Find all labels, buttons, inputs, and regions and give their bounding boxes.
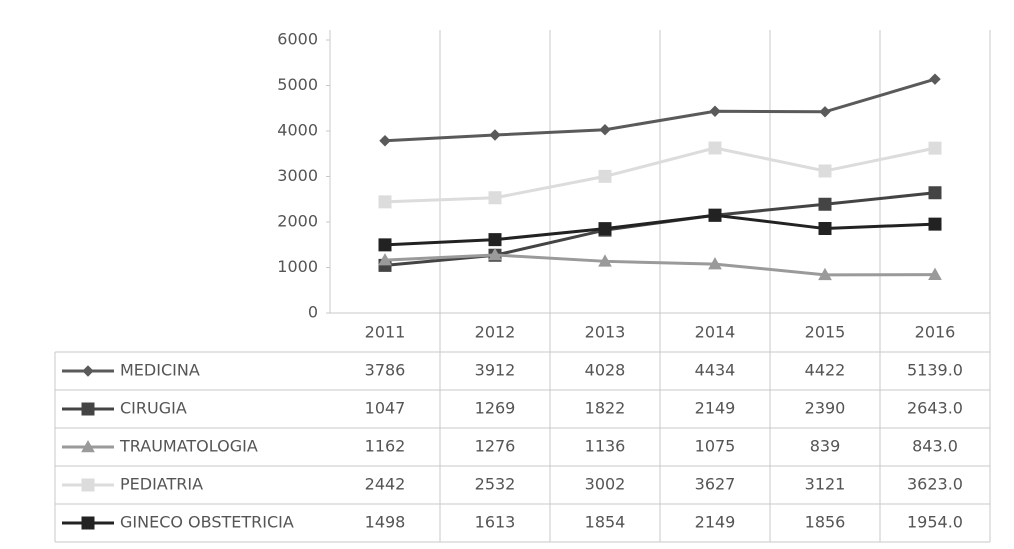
y-tick-label: 4000 xyxy=(277,121,318,140)
marker xyxy=(819,106,831,118)
table-value: 1498 xyxy=(365,513,406,532)
table-value: 1162 xyxy=(365,437,406,456)
marker xyxy=(928,141,942,155)
marker xyxy=(598,169,612,183)
line xyxy=(384,77,936,143)
table-value: 3912 xyxy=(475,361,516,380)
marker xyxy=(81,402,95,416)
marker xyxy=(488,191,502,205)
table-value: 3121 xyxy=(805,475,846,494)
marker xyxy=(378,195,392,209)
table-value: 4422 xyxy=(805,361,846,380)
marker xyxy=(81,478,95,492)
marker xyxy=(928,217,942,231)
legend-label: MEDICINA xyxy=(120,361,200,380)
marker xyxy=(818,267,832,281)
table-value: 2390 xyxy=(805,399,846,418)
y-tick-label: 5000 xyxy=(277,75,318,94)
x-tick-label: 2015 xyxy=(805,323,846,342)
marker xyxy=(709,105,721,117)
legend-label: CIRUGIA xyxy=(120,399,187,418)
marker xyxy=(599,124,611,136)
marker xyxy=(81,516,95,530)
table-value: 4028 xyxy=(585,361,626,380)
table-value: 2643.0 xyxy=(907,399,963,418)
marker xyxy=(928,186,942,200)
table-value: 3627 xyxy=(695,475,736,494)
table-value: 839 xyxy=(810,437,841,456)
marker xyxy=(929,73,941,85)
legend-label: GINECO OBSTETRICIA xyxy=(120,513,294,532)
table-value: 2442 xyxy=(365,475,406,494)
marker xyxy=(81,439,95,453)
marker xyxy=(818,164,832,178)
marker xyxy=(708,141,722,155)
table-value: 3002 xyxy=(585,475,626,494)
marker xyxy=(818,222,832,236)
table-value: 1856 xyxy=(805,513,846,532)
marker xyxy=(708,208,722,222)
marker xyxy=(379,135,391,147)
table-value: 1276 xyxy=(475,437,516,456)
x-tick-label: 2013 xyxy=(585,323,626,342)
marker xyxy=(378,253,392,266)
y-tick-label: 2000 xyxy=(277,212,318,231)
marker xyxy=(598,254,612,267)
table-value: 1613 xyxy=(475,513,516,532)
table-value: 4434 xyxy=(695,361,736,380)
table-value: 1136 xyxy=(585,437,626,456)
x-tick-label: 2014 xyxy=(695,323,736,342)
marker xyxy=(708,257,722,270)
table-value: 5139.0 xyxy=(907,361,963,380)
marker xyxy=(82,365,94,377)
table-value: 1854 xyxy=(585,513,626,532)
table-value: 1075 xyxy=(695,437,736,456)
x-tick-label: 2016 xyxy=(915,323,956,342)
y-tick-label: 0 xyxy=(308,303,318,322)
y-tick-label: 6000 xyxy=(277,30,318,49)
legend-label: TRAUMATOLOGIA xyxy=(119,437,258,456)
line xyxy=(384,253,936,277)
x-tick-label: 2012 xyxy=(475,323,516,342)
table-value: 3623.0 xyxy=(907,475,963,494)
marker xyxy=(488,233,502,247)
table-value: 2532 xyxy=(475,475,516,494)
marker xyxy=(489,129,501,141)
table-value: 3786 xyxy=(365,361,406,380)
line xyxy=(384,146,936,204)
legend-label: PEDIATRIA xyxy=(120,475,203,494)
y-tick-label: 3000 xyxy=(277,166,318,185)
line xyxy=(384,213,936,247)
marker xyxy=(378,238,392,252)
marker xyxy=(488,247,502,261)
table-value: 1269 xyxy=(475,399,516,418)
table-value: 1822 xyxy=(585,399,626,418)
y-tick-label: 1000 xyxy=(277,257,318,276)
table-value: 1954.0 xyxy=(907,513,963,532)
x-tick-label: 2011 xyxy=(365,323,406,342)
marker xyxy=(818,197,832,211)
table-value: 1047 xyxy=(365,399,406,418)
table-value: 2149 xyxy=(695,399,736,418)
marker xyxy=(598,222,612,236)
marker xyxy=(928,267,942,280)
table-value: 2149 xyxy=(695,513,736,532)
table-value: 843.0 xyxy=(912,437,958,456)
